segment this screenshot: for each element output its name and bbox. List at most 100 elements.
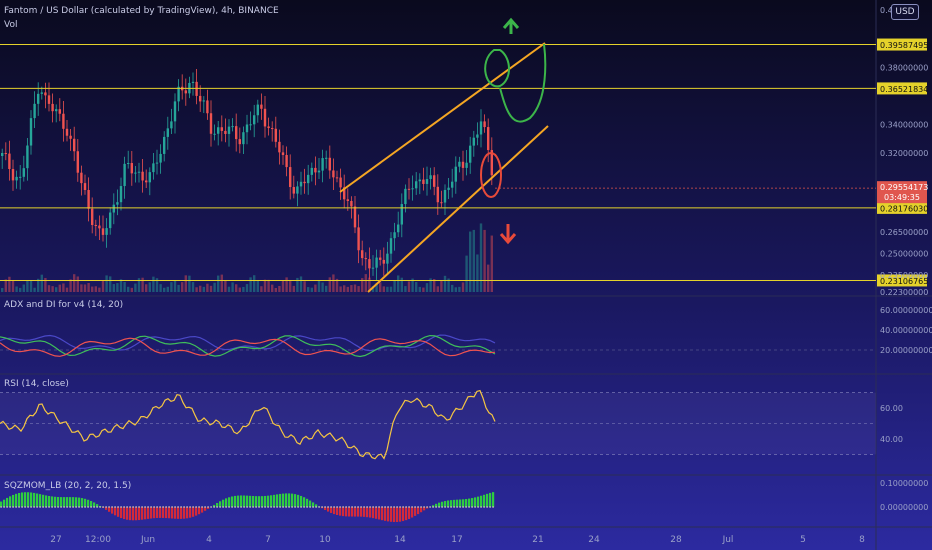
sqz-bar (390, 507, 393, 522)
candle-body (245, 124, 249, 133)
candle-body (260, 104, 263, 109)
volume-bar (29, 281, 33, 292)
sqz-bar (198, 507, 201, 515)
sqz-dot (297, 506, 299, 508)
sqz-bar (141, 507, 144, 520)
sqz-bar (405, 507, 408, 521)
candle-body (238, 139, 241, 145)
sqz-dot (222, 506, 225, 508)
sqz-dot (390, 506, 392, 508)
candle-body (206, 100, 209, 114)
volume-bar (11, 280, 15, 292)
candle-body (116, 202, 119, 205)
sqz-dot (471, 506, 473, 508)
sqz-bar (387, 507, 390, 522)
volume-bar (109, 276, 112, 292)
sqz-bar (6, 497, 9, 507)
sqz-dot (294, 506, 296, 508)
current-price-tag (877, 181, 927, 204)
candle-body (451, 181, 454, 188)
volume-bar (80, 284, 83, 292)
sqz-dot (477, 506, 479, 508)
candle-body (62, 113, 65, 129)
sqz-bar (381, 507, 384, 521)
candle-body (415, 181, 418, 189)
sqz-dot (396, 506, 398, 508)
volume-label: Vol (4, 20, 18, 30)
sqz-bar (291, 493, 294, 507)
candle-body (285, 154, 288, 168)
volume-bar (472, 229, 475, 292)
level-tag (877, 201, 927, 214)
price-axis-tick: 0.25000000 (880, 249, 928, 258)
sqz-bar (447, 500, 450, 507)
sqz-dot (9, 506, 12, 508)
volume-bar (335, 278, 339, 292)
sqz-dot (132, 506, 135, 508)
sqz-bar (294, 494, 297, 507)
sqz-bar (408, 507, 411, 519)
sqz-bar (312, 502, 315, 507)
sqz-dot (144, 506, 147, 508)
volume-bar (235, 284, 238, 292)
volume-bar (278, 285, 281, 292)
sqz-dot (261, 506, 263, 508)
sqz-dot (174, 506, 177, 508)
sqz-dot (129, 506, 132, 508)
sqz-dot (429, 506, 431, 508)
sqz-bar (483, 494, 486, 507)
candle-body (40, 92, 43, 94)
sqz-bar (423, 507, 426, 511)
sqz-dot (111, 506, 113, 508)
sqz-bar (9, 496, 12, 507)
candle-body (44, 92, 47, 96)
candle-body (400, 204, 403, 225)
volume-bar (447, 278, 450, 292)
sqz-bar (207, 507, 210, 509)
candle-body (289, 167, 292, 188)
sqz-dot (342, 506, 344, 508)
price-axis-tick: 0.26500000 (880, 228, 928, 237)
candle-body (199, 95, 202, 102)
candle-body (364, 258, 367, 260)
time-axis-label: 8 (859, 535, 865, 545)
candle-body (292, 187, 295, 194)
candle-body (256, 104, 259, 116)
candle-body (87, 190, 90, 209)
sqz-bar (315, 504, 318, 507)
volume-bar (4, 279, 7, 292)
candle-body (91, 208, 94, 226)
sqz-dot (249, 506, 252, 508)
candle-body (328, 157, 331, 171)
volume-bar (220, 274, 223, 292)
candle-body (159, 153, 162, 163)
sqz-dot (39, 506, 41, 508)
volume-bar (271, 284, 274, 292)
sqz-bar (354, 507, 357, 517)
sqz-bar (237, 495, 240, 507)
volume-bar (87, 283, 90, 292)
sqz-dot (450, 506, 452, 508)
level-tag (877, 274, 927, 287)
volume-bar (33, 287, 36, 292)
sqz-dot (126, 506, 128, 508)
volume-bar (289, 281, 292, 292)
volume-bar (357, 286, 360, 292)
sqz-dot (381, 506, 383, 508)
candle-body (19, 176, 22, 178)
sqz-dot (54, 506, 56, 508)
time-axis-label: Jun (140, 535, 155, 545)
sqz-bar (54, 496, 57, 507)
candle-body (314, 167, 317, 173)
currency-button[interactable]: USD (891, 4, 919, 20)
sqz-dot (405, 506, 407, 508)
sqz-bar (378, 507, 381, 520)
sqz-bar (276, 494, 279, 507)
candle-body (487, 127, 490, 151)
candle-body (461, 161, 465, 168)
volume-bar (141, 277, 144, 292)
volume-bar (112, 284, 115, 292)
volume-bar (177, 284, 180, 292)
sqz-bar (114, 507, 117, 516)
